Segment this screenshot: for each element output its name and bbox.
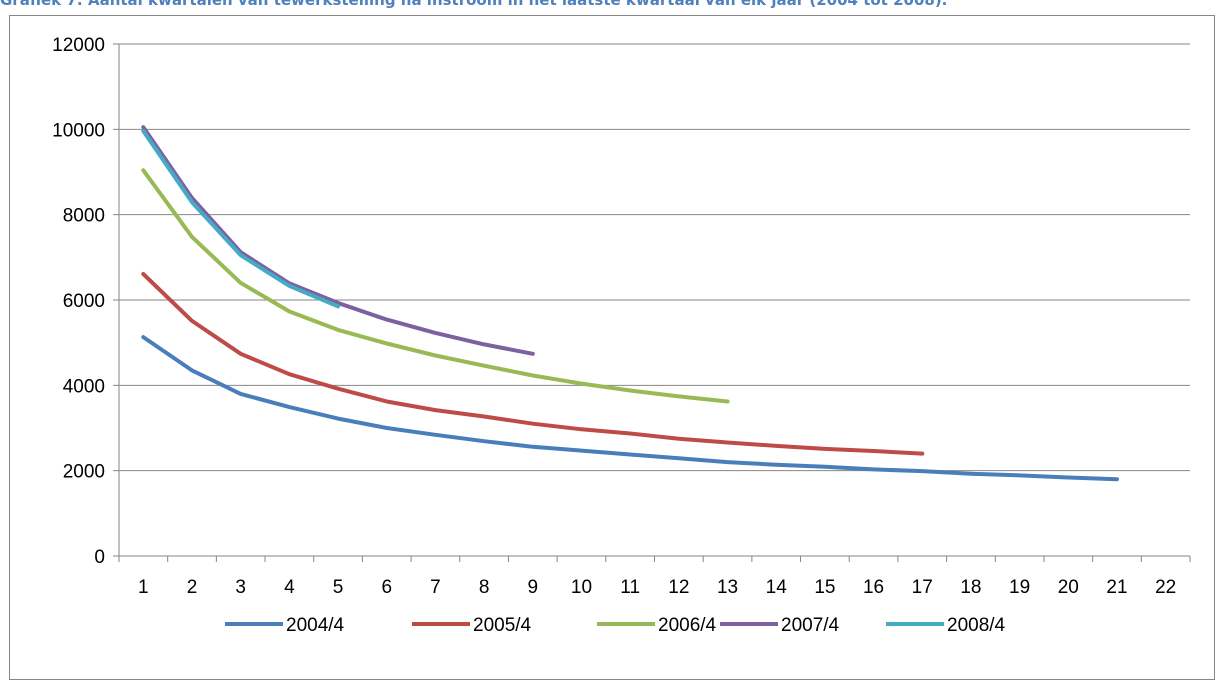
legend-label: 2004/4: [286, 615, 345, 636]
x-tick-label: 6: [381, 577, 392, 598]
x-tick-label: 17: [912, 577, 933, 598]
x-tick-label: 22: [1155, 577, 1176, 598]
series-line-2005-4: [141, 272, 925, 456]
y-tick-label: 10000: [52, 120, 105, 141]
series-line-2006-4: [141, 168, 730, 404]
legend-item-2007-4: 2007/4: [720, 615, 840, 636]
x-tick-label: 8: [479, 577, 490, 598]
series-line-2007-4: [141, 125, 535, 356]
x-tick-label: 14: [766, 577, 788, 598]
legend-label: 2005/4: [473, 615, 532, 636]
x-tick-label: 10: [571, 577, 592, 598]
x-tick-label: 9: [528, 577, 539, 598]
y-tick-label: 0: [94, 547, 105, 568]
legend: 2004/4 2005/4 2006/4 2007/4 2008/4: [225, 615, 1006, 636]
gridlines: [119, 43, 1190, 472]
x-tick-label: 3: [235, 577, 246, 598]
x-tick-label: 19: [1009, 577, 1030, 598]
x-tick-label: 7: [430, 577, 441, 598]
x-tick-label: 13: [717, 577, 738, 598]
x-tick-label: 15: [814, 577, 835, 598]
y-tick-label: 8000: [63, 206, 105, 227]
x-tick-label: 16: [863, 577, 884, 598]
y-tick-label: 4000: [63, 376, 105, 397]
legend-item-2008-4: 2008/4: [886, 615, 1006, 636]
chart-title: Grafiek 7: Aantal kwartalen van tewerkst…: [0, 0, 948, 9]
series-line-2008-4: [141, 129, 341, 309]
legend-label: 2007/4: [781, 615, 840, 636]
legend-label: 2006/4: [658, 615, 717, 636]
x-tick-label: 4: [284, 577, 295, 598]
x-tick-label: 20: [1058, 577, 1079, 598]
y-axis-ticks: 0 2000 4000 6000 8000 10000 12000: [52, 35, 119, 568]
x-tick-label: 12: [668, 577, 689, 598]
x-axis-ticks: 1 2 3 4 5 6 7 8 9 10 11 12 13 14 15 16 17 18 19 20 21 22: [118, 556, 1191, 598]
series-line-2004-4: [141, 335, 1119, 482]
x-tick-label: 1: [138, 577, 149, 598]
x-tick-label: 18: [960, 577, 981, 598]
x-tick-label: 2: [187, 577, 198, 598]
legend-item-2006-4: 2006/4: [597, 615, 717, 636]
x-tick-label: 5: [333, 577, 344, 598]
legend-item-2005-4: 2005/4: [412, 615, 532, 636]
legend-item-2004-4: 2004/4: [225, 615, 345, 636]
series-lines: [141, 125, 1119, 482]
x-tick-label: 11: [620, 577, 640, 598]
legend-label: 2008/4: [947, 615, 1006, 636]
y-tick-label: 6000: [63, 291, 105, 312]
y-tick-label: 2000: [63, 462, 105, 483]
y-tick-label: 12000: [52, 35, 105, 56]
x-tick-label: 21: [1106, 577, 1127, 598]
